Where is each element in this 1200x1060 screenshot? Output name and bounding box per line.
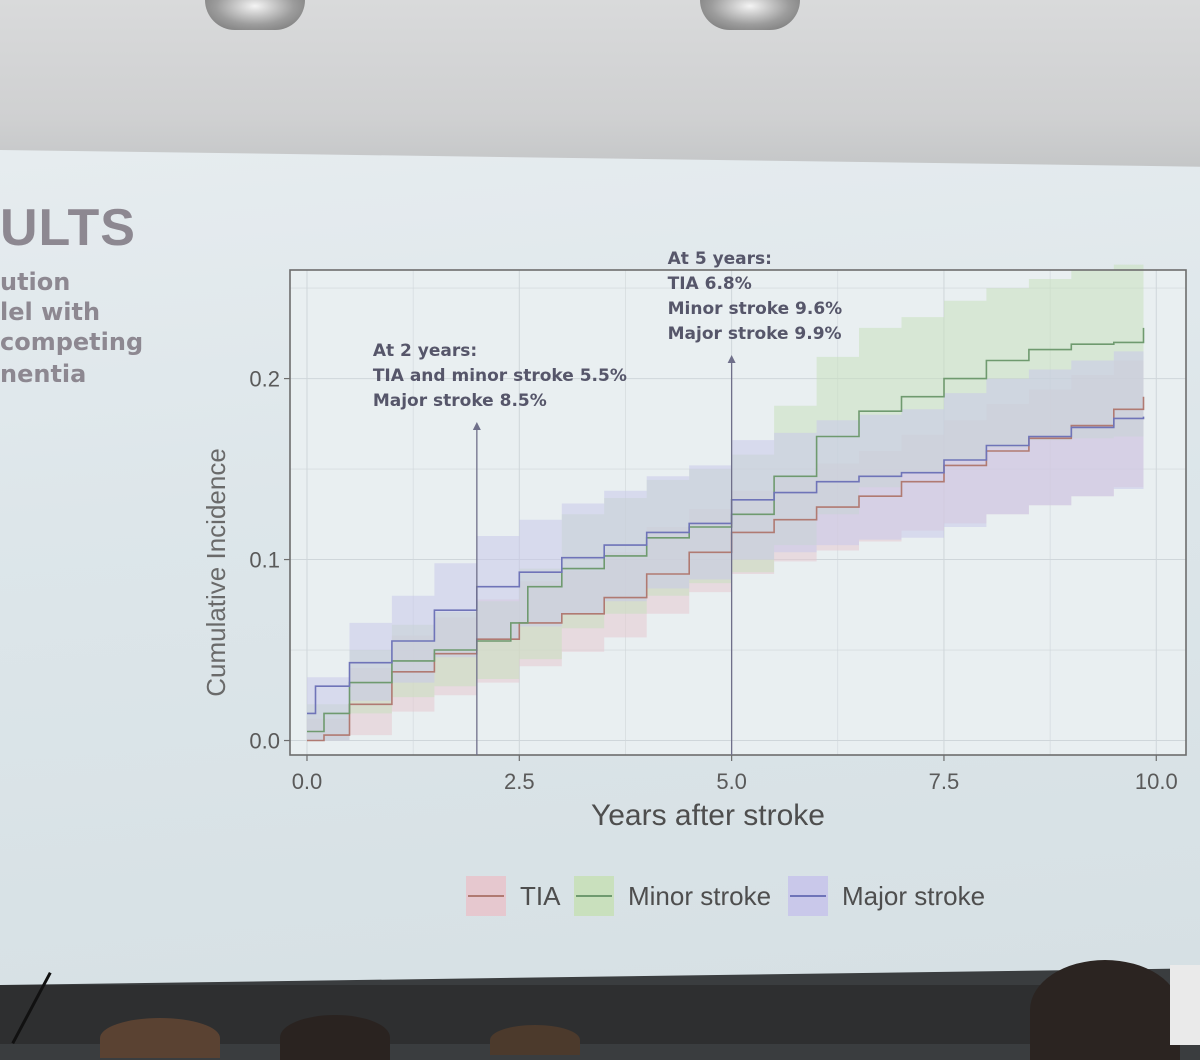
legend-item-major-stroke: Major stroke (788, 876, 985, 916)
audience-head (100, 1018, 220, 1058)
annotation-text: TIA 6.8% (668, 274, 752, 294)
x-tick-label: 10.0 (1135, 769, 1178, 794)
legend-key-tia (466, 876, 506, 916)
annotation-text: At 5 years: (668, 249, 772, 269)
plot-border (289, 269, 1187, 756)
ceiling-light-icon (700, 0, 800, 30)
annotation-text: At 2 years: (373, 341, 477, 361)
x-tick-label: 5.0 (716, 769, 747, 794)
slide-title: ULTS (0, 199, 136, 257)
legend-label: TIA (520, 880, 561, 911)
x-tick-label: 2.5 (504, 769, 535, 794)
legend-label: Minor stroke (628, 880, 772, 911)
legend-item-tia: TIA (466, 876, 560, 916)
audience-head (1030, 960, 1180, 1060)
confidence-band-major-stroke (307, 347, 1144, 741)
ceiling (0, 0, 1200, 170)
legend-key-minor-stroke (574, 876, 614, 916)
audience-head (490, 1025, 580, 1055)
legend-item-minor-stroke: Minor stroke (574, 876, 771, 916)
slide-subtitle-line: ution (0, 268, 71, 296)
slide-subtitle-line: competing (0, 328, 144, 356)
slide-subtitle-line: lel with (0, 298, 101, 326)
legend-key-major-stroke (788, 876, 828, 916)
ceiling-light-icon (205, 0, 305, 30)
y-tick-label: 0.0 (249, 729, 280, 754)
slide-subtitle-line: nentia (0, 360, 87, 388)
y-tick-label: 0.1 (249, 548, 280, 573)
annotation-text: Minor stroke 9.6% (668, 299, 843, 319)
legend-label: Major stroke (842, 880, 986, 911)
x-tick-label: 7.5 (929, 769, 960, 794)
annotation-text: Major stroke 8.5% (373, 391, 547, 411)
podium-sign (1170, 965, 1200, 1045)
audience-head (280, 1015, 390, 1060)
annotation-arrowhead (472, 422, 481, 431)
cumulative-incidence-chart: 0.0 2.5 5.0 7.5 10.0 0.0 0.1 0.2 Years after str… (201, 242, 1187, 832)
x-tick-label: 0.0 (292, 769, 323, 794)
annotation-text: TIA and minor stroke 5.5% (373, 366, 627, 386)
y-axis-title: Cumulative Incidence (201, 448, 231, 697)
y-tick-label: 0.2 (249, 367, 280, 392)
annotation-arrowhead (727, 355, 736, 364)
x-axis-title: Years after stroke (591, 799, 825, 832)
annotation-text: Major stroke 9.9% (668, 324, 842, 344)
